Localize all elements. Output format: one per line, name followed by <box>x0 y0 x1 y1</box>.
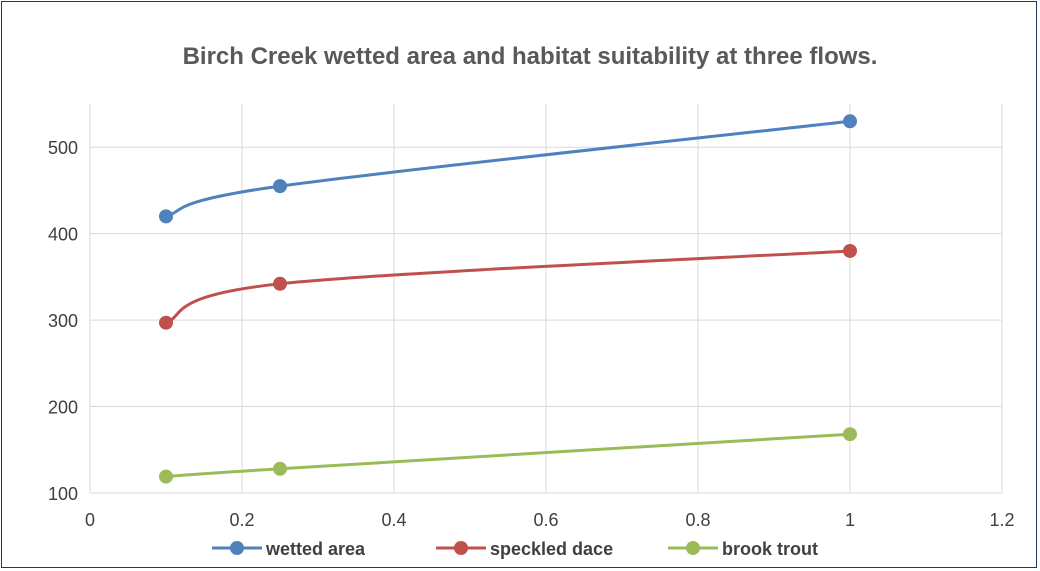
x-tick-label: 0.2 <box>229 510 254 530</box>
x-tick-label: 1.2 <box>989 510 1014 530</box>
legend-swatch-marker <box>686 541 700 555</box>
data-point <box>159 209 173 224</box>
legend-label: wetted area <box>265 539 366 559</box>
x-tick-label: 0 <box>85 510 95 530</box>
data-point <box>843 427 857 442</box>
series-line <box>164 119 852 218</box>
x-tick-label: 0.6 <box>533 510 558 530</box>
x-tick-label: 0.8 <box>685 510 710 530</box>
data-point <box>273 179 287 194</box>
data-point <box>843 114 857 129</box>
x-tick-label: 1 <box>845 510 855 530</box>
gridlines <box>89 104 1003 494</box>
y-tick-label: 500 <box>48 138 78 158</box>
series-group <box>159 114 857 484</box>
x-tick-label: 0.4 <box>381 510 406 530</box>
chart-title: Birch Creek wetted area and habitat suit… <box>183 43 878 70</box>
legend-label: brook trout <box>722 539 818 559</box>
data-point <box>159 469 173 484</box>
y-tick-label: 300 <box>48 311 78 331</box>
legend: wetted area speckled dace brook trout <box>212 539 818 559</box>
y-tick-label: 100 <box>48 484 78 504</box>
series-line <box>164 249 852 325</box>
data-point <box>273 461 287 476</box>
legend-swatch-marker <box>230 541 244 555</box>
y-tick-labels: 100 200 300 400 500 <box>48 138 78 504</box>
series-line <box>164 432 852 479</box>
y-tick-label: 200 <box>48 398 78 418</box>
data-point <box>159 315 173 330</box>
x-tick-labels: 0 0.2 0.4 0.6 0.8 1 1.2 <box>85 510 1015 530</box>
legend-label: speckled dace <box>490 539 613 559</box>
legend-swatch-marker <box>454 541 468 555</box>
data-point <box>273 276 287 291</box>
y-tick-label: 400 <box>48 225 78 245</box>
data-point <box>843 243 857 258</box>
